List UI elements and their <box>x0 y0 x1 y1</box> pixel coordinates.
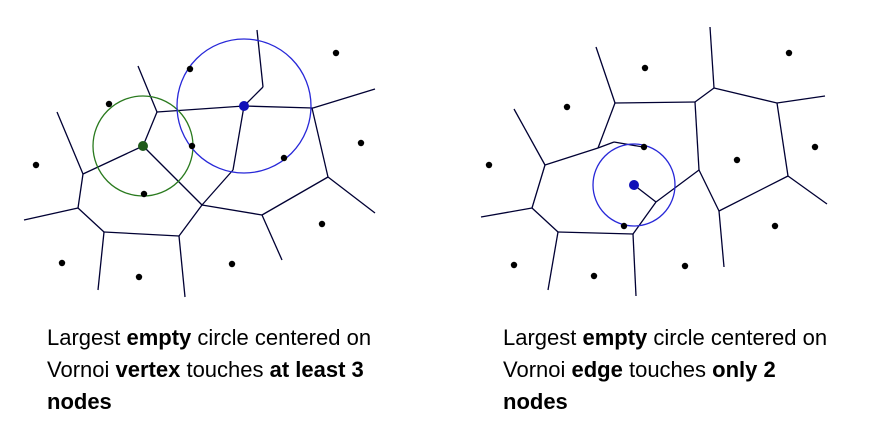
voronoi-edge <box>103 231 180 237</box>
voronoi-edge <box>776 102 789 177</box>
voronoi-edge <box>547 231 559 291</box>
voronoi-edge <box>694 87 715 103</box>
voronoi-edge <box>261 176 329 216</box>
voronoi-edge <box>713 87 778 104</box>
voronoi-edge <box>178 204 203 237</box>
right-caption-text-1: Largest <box>503 325 583 350</box>
voronoi-edge <box>698 169 720 212</box>
left-caption-text-2: circle centered on Vornoi <box>47 325 372 382</box>
voronoi-edge <box>156 105 245 113</box>
voronoi-edge <box>327 176 376 214</box>
site-node <box>357 139 365 147</box>
site-node <box>32 161 40 169</box>
voronoi-edge <box>77 207 105 233</box>
voronoi-edge <box>232 105 245 171</box>
empty-circle-large <box>176 38 312 174</box>
voronoi-edge <box>312 88 376 109</box>
voronoi-edge <box>56 111 84 175</box>
voronoi-edge <box>97 231 105 291</box>
site-node <box>641 64 649 72</box>
voronoi-edge <box>632 201 657 235</box>
voronoi-edge <box>531 164 546 209</box>
voronoi-edge <box>201 204 263 216</box>
left-caption-bold-empty: empty <box>126 325 192 350</box>
left-caption-text-1: Largest <box>47 325 127 350</box>
right-voronoi-diagram <box>480 26 828 297</box>
voronoi-edge <box>709 26 715 89</box>
site-node <box>188 142 196 150</box>
vertex-center-node <box>239 101 249 111</box>
voronoi-edge <box>718 175 789 212</box>
voronoi-edge <box>256 29 264 88</box>
voronoi-edge <box>718 210 725 268</box>
voronoi-edge <box>544 147 599 166</box>
voronoi-edge <box>311 107 329 178</box>
voronoi-edge <box>261 214 283 261</box>
site-node <box>318 220 326 228</box>
voronoi-edge <box>632 233 637 297</box>
voronoi-edge <box>480 207 533 218</box>
voronoi-edge <box>243 105 314 109</box>
voronoi-edge <box>614 101 696 104</box>
edge-center-node <box>629 180 639 190</box>
voronoi-edge <box>77 173 84 209</box>
site-node <box>733 156 741 164</box>
site-node <box>785 49 793 57</box>
site-node <box>332 49 340 57</box>
empty-circle-edge <box>592 143 676 227</box>
site-node <box>280 154 288 162</box>
right-caption-text-3: touches <box>622 357 713 382</box>
site-node <box>811 143 819 151</box>
voronoi-edge <box>655 169 700 203</box>
voronoi-edge <box>178 235 186 298</box>
left-caption-text-3: touches <box>180 357 270 382</box>
voronoi-edge <box>557 231 634 235</box>
voronoi-edge <box>201 169 234 206</box>
site-node <box>58 259 66 267</box>
left-caption: Largest empty circle centered on Vornoi … <box>47 322 427 418</box>
voronoi-edge <box>513 108 546 166</box>
site-node <box>105 100 113 108</box>
site-node <box>186 65 194 73</box>
site-node <box>640 143 648 151</box>
site-node <box>620 222 628 230</box>
site-node <box>563 103 571 111</box>
right-caption-bold-nodes: only 2 nodes <box>503 357 776 414</box>
left-caption-bold-vertex: vertex <box>115 357 181 382</box>
site-node <box>590 272 598 280</box>
voronoi-edge <box>694 101 700 171</box>
voronoi-edge <box>82 145 144 175</box>
site-node <box>135 273 143 281</box>
right-caption-text-2: circle centered on Vornoi <box>503 325 828 382</box>
voronoi-edge <box>595 46 616 104</box>
voronoi-edge <box>531 207 559 233</box>
left-voronoi-diagram <box>23 29 376 298</box>
vertex-center-node <box>138 141 148 151</box>
site-node <box>140 190 148 198</box>
right-caption-bold-empty: empty <box>582 325 648 350</box>
voronoi-edge <box>137 65 158 113</box>
voronoi-edge <box>597 102 616 149</box>
site-node <box>771 222 779 230</box>
voronoi-edge <box>787 175 828 205</box>
site-node <box>681 262 689 270</box>
site-node <box>228 260 236 268</box>
right-caption: Largest empty circle centered on Vornoi … <box>503 322 833 418</box>
site-node <box>510 261 518 269</box>
right-caption-bold-edge: edge <box>571 357 623 382</box>
voronoi-edge <box>597 141 615 149</box>
voronoi-edge <box>142 111 158 147</box>
site-node <box>485 161 493 169</box>
left-caption-bold-nodes: at least 3 nodes <box>47 357 364 414</box>
voronoi-edge <box>23 207 79 221</box>
voronoi-edge <box>142 145 203 206</box>
voronoi-edge <box>776 95 826 104</box>
